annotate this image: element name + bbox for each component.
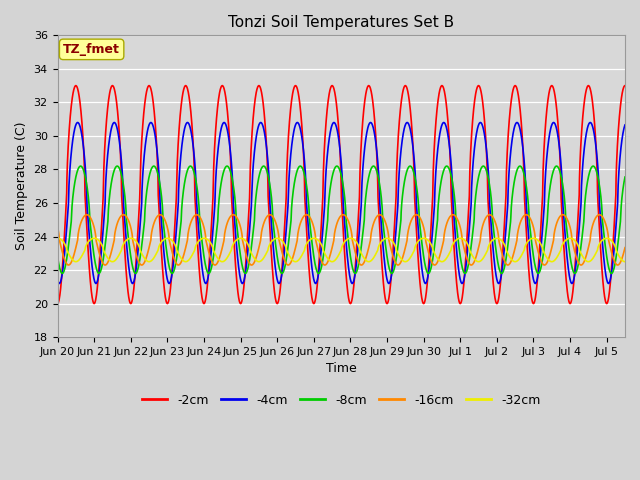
-4cm xyxy=(534,270,542,276)
Legend: -2cm, -4cm, -8cm, -16cm, -32cm: -2cm, -4cm, -8cm, -16cm, -32cm xyxy=(137,389,545,412)
-4cm xyxy=(345,269,353,275)
-32cm xyxy=(534,237,541,243)
-8cm xyxy=(621,174,629,180)
-8cm xyxy=(54,253,61,259)
-16cm xyxy=(602,221,609,227)
-4cm xyxy=(602,271,609,277)
-32cm xyxy=(87,237,95,242)
Text: TZ_fmet: TZ_fmet xyxy=(63,43,120,56)
X-axis label: Time: Time xyxy=(326,362,356,375)
-8cm xyxy=(534,271,542,276)
Line: -2cm: -2cm xyxy=(58,85,625,303)
Line: -4cm: -4cm xyxy=(58,122,625,284)
-4cm xyxy=(621,122,629,128)
-16cm xyxy=(87,216,95,221)
-4cm xyxy=(54,276,61,282)
Title: Tonzi Soil Temperatures Set B: Tonzi Soil Temperatures Set B xyxy=(228,15,454,30)
Line: -16cm: -16cm xyxy=(58,215,625,265)
-16cm xyxy=(54,225,61,230)
-32cm xyxy=(409,250,417,256)
-16cm xyxy=(534,249,542,255)
-2cm xyxy=(426,239,434,245)
-2cm xyxy=(345,295,353,300)
-4cm xyxy=(427,251,435,256)
-8cm xyxy=(87,227,95,233)
-8cm xyxy=(409,167,417,173)
-2cm xyxy=(409,142,417,147)
-32cm xyxy=(621,259,629,264)
Line: -8cm: -8cm xyxy=(58,166,625,274)
-16cm xyxy=(621,245,629,251)
-8cm xyxy=(602,246,609,252)
-8cm xyxy=(345,239,353,245)
-32cm xyxy=(54,235,61,241)
-2cm xyxy=(54,300,61,306)
-2cm xyxy=(602,297,609,303)
-2cm xyxy=(534,273,541,278)
-8cm xyxy=(461,271,469,276)
-16cm xyxy=(345,220,353,226)
-16cm xyxy=(410,214,417,219)
-32cm xyxy=(426,240,434,246)
-32cm xyxy=(602,236,609,241)
-4cm xyxy=(410,148,417,154)
-2cm xyxy=(87,284,95,289)
-16cm xyxy=(156,212,164,217)
-16cm xyxy=(427,257,435,263)
Y-axis label: Soil Temperature (C): Soil Temperature (C) xyxy=(15,122,28,251)
-8cm xyxy=(479,163,487,169)
-4cm xyxy=(165,281,173,287)
Line: -32cm: -32cm xyxy=(58,238,625,262)
-4cm xyxy=(184,120,191,125)
-32cm xyxy=(345,236,353,241)
-4cm xyxy=(87,252,95,257)
-2cm xyxy=(621,83,629,88)
-16cm xyxy=(175,262,182,268)
-8cm xyxy=(426,268,434,274)
